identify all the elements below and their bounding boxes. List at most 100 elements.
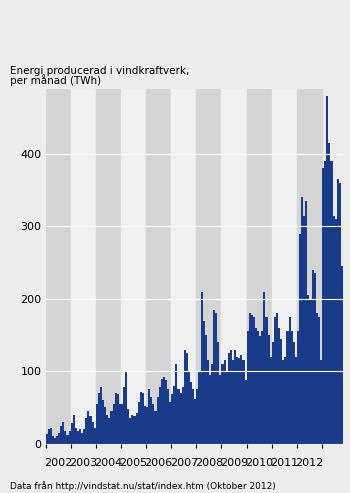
Bar — [213, 310, 215, 444]
Bar — [196, 389, 198, 444]
Bar — [297, 89, 322, 444]
Bar — [159, 387, 161, 444]
Bar — [73, 415, 75, 444]
Bar — [50, 428, 52, 444]
Bar — [173, 386, 175, 444]
Bar — [245, 380, 247, 444]
Bar — [335, 219, 337, 444]
Bar — [88, 411, 90, 444]
Bar — [171, 89, 196, 444]
Bar — [148, 389, 150, 444]
Bar — [131, 415, 133, 444]
Bar — [270, 357, 272, 444]
Bar — [46, 89, 71, 444]
Bar — [138, 402, 140, 444]
Bar — [309, 299, 312, 444]
Bar — [228, 353, 230, 444]
Bar — [121, 404, 123, 444]
Bar — [240, 355, 243, 444]
Bar — [71, 423, 73, 444]
Bar — [314, 274, 316, 444]
Bar — [64, 431, 67, 444]
Text: per månad (TWh): per månad (TWh) — [10, 74, 102, 86]
Bar — [69, 431, 71, 444]
Bar — [286, 331, 288, 444]
Bar — [290, 331, 293, 444]
Bar — [303, 215, 305, 444]
Bar — [251, 315, 253, 444]
Bar — [133, 416, 135, 444]
Bar — [266, 317, 268, 444]
Bar — [111, 411, 113, 444]
Bar — [330, 161, 332, 444]
Bar — [154, 411, 156, 444]
Bar — [222, 364, 224, 444]
Bar — [77, 431, 79, 444]
Bar — [299, 234, 301, 444]
Bar — [192, 389, 194, 444]
Bar — [177, 389, 180, 444]
Bar — [119, 404, 121, 444]
Bar — [71, 89, 96, 444]
Bar — [156, 396, 159, 444]
Bar — [140, 391, 142, 444]
Text: Data från http://vindstat.nu/stat/index.htm (Oktober 2012): Data från http://vindstat.nu/stat/index.… — [10, 481, 276, 491]
Bar — [320, 360, 322, 444]
Bar — [307, 295, 309, 444]
Bar — [198, 371, 201, 444]
Bar — [272, 342, 274, 444]
Bar — [81, 433, 83, 444]
Bar — [295, 357, 297, 444]
Bar — [60, 425, 62, 444]
Text: 2007: 2007 — [170, 458, 198, 468]
Bar — [106, 415, 108, 444]
Text: 2011: 2011 — [270, 458, 299, 468]
Bar — [234, 350, 236, 444]
Bar — [104, 408, 106, 444]
Bar — [217, 342, 219, 444]
Text: 2012: 2012 — [295, 458, 324, 468]
Bar — [305, 201, 307, 444]
Bar — [146, 89, 171, 444]
Bar — [276, 314, 278, 444]
Bar — [180, 393, 182, 444]
Bar — [209, 375, 211, 444]
Text: 2010: 2010 — [245, 458, 273, 468]
Bar — [56, 436, 58, 444]
Bar — [288, 317, 290, 444]
Bar — [332, 215, 335, 444]
Bar — [62, 422, 64, 444]
Bar — [58, 433, 60, 444]
Bar — [184, 350, 186, 444]
Bar — [169, 402, 171, 444]
Bar — [144, 406, 146, 444]
Text: 2003: 2003 — [69, 458, 97, 468]
Bar — [337, 179, 339, 444]
Bar — [247, 89, 272, 444]
Bar — [297, 331, 299, 444]
Bar — [161, 379, 163, 444]
Bar — [282, 360, 284, 444]
Bar — [102, 400, 104, 444]
Bar — [66, 435, 69, 444]
Bar — [226, 371, 228, 444]
Bar — [207, 360, 209, 444]
Bar — [205, 335, 207, 444]
Bar — [203, 320, 205, 444]
Bar — [54, 438, 56, 444]
Bar — [175, 364, 177, 444]
Bar — [186, 353, 188, 444]
Text: 2006: 2006 — [145, 458, 173, 468]
Bar — [98, 393, 100, 444]
Text: 2008: 2008 — [195, 458, 223, 468]
Bar — [339, 183, 341, 444]
Bar — [236, 357, 238, 444]
Bar — [182, 387, 184, 444]
Bar — [264, 291, 266, 444]
Bar — [274, 317, 276, 444]
Bar — [312, 270, 314, 444]
Bar — [167, 389, 169, 444]
Bar — [171, 394, 173, 444]
Bar — [255, 328, 257, 444]
Bar — [121, 89, 146, 444]
